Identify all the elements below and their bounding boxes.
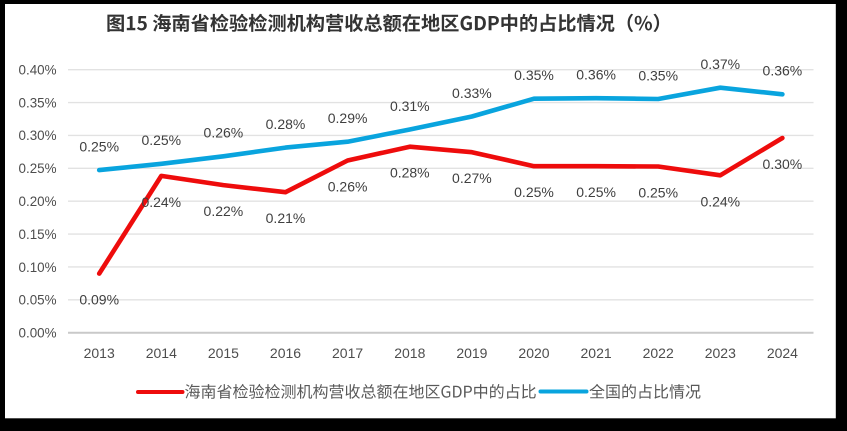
svg-text:2021: 2021 — [581, 345, 612, 361]
svg-text:0.28%: 0.28% — [390, 165, 430, 181]
svg-text:2017: 2017 — [332, 345, 363, 361]
svg-text:0.30%: 0.30% — [19, 128, 57, 143]
svg-text:0.40%: 0.40% — [19, 63, 57, 78]
svg-text:0.25%: 0.25% — [576, 184, 616, 200]
svg-text:2018: 2018 — [394, 345, 425, 361]
svg-text:0.31%: 0.31% — [390, 98, 430, 114]
svg-text:0.25%: 0.25% — [141, 132, 181, 148]
svg-text:0.33%: 0.33% — [452, 85, 492, 101]
svg-text:2024: 2024 — [767, 345, 798, 361]
svg-text:2014: 2014 — [146, 345, 177, 361]
svg-text:0.10%: 0.10% — [19, 260, 57, 275]
svg-text:0.36%: 0.36% — [763, 63, 803, 79]
svg-text:0.26%: 0.26% — [328, 179, 368, 195]
svg-text:0.15%: 0.15% — [19, 227, 57, 242]
svg-text:0.21%: 0.21% — [266, 210, 306, 226]
svg-text:0.25%: 0.25% — [79, 138, 119, 154]
svg-text:0.00%: 0.00% — [19, 326, 57, 341]
svg-text:0.25%: 0.25% — [19, 161, 57, 176]
svg-text:0.25%: 0.25% — [514, 184, 554, 200]
svg-text:0.30%: 0.30% — [763, 156, 803, 172]
svg-text:2023: 2023 — [705, 345, 736, 361]
svg-text:2013: 2013 — [84, 345, 115, 361]
svg-text:2022: 2022 — [643, 345, 674, 361]
svg-text:0.24%: 0.24% — [141, 194, 181, 210]
svg-text:0.35%: 0.35% — [19, 95, 57, 110]
svg-text:0.28%: 0.28% — [266, 116, 306, 132]
svg-text:0.20%: 0.20% — [19, 194, 57, 209]
svg-text:0.22%: 0.22% — [204, 203, 244, 219]
svg-text:0.29%: 0.29% — [328, 110, 368, 126]
svg-text:0.05%: 0.05% — [19, 293, 57, 308]
svg-text:2015: 2015 — [208, 345, 239, 361]
svg-text:0.09%: 0.09% — [79, 292, 119, 308]
svg-text:2020: 2020 — [518, 345, 549, 361]
svg-text:0.35%: 0.35% — [514, 67, 554, 83]
svg-text:0.36%: 0.36% — [576, 67, 616, 83]
svg-text:2019: 2019 — [456, 345, 487, 361]
svg-text:0.35%: 0.35% — [638, 67, 678, 83]
svg-text:0.27%: 0.27% — [452, 170, 492, 186]
svg-text:2016: 2016 — [270, 345, 301, 361]
svg-text:0.26%: 0.26% — [204, 125, 244, 141]
svg-text:0.37%: 0.37% — [700, 56, 740, 72]
svg-text:0.24%: 0.24% — [700, 193, 740, 209]
svg-text:0.25%: 0.25% — [638, 185, 678, 201]
